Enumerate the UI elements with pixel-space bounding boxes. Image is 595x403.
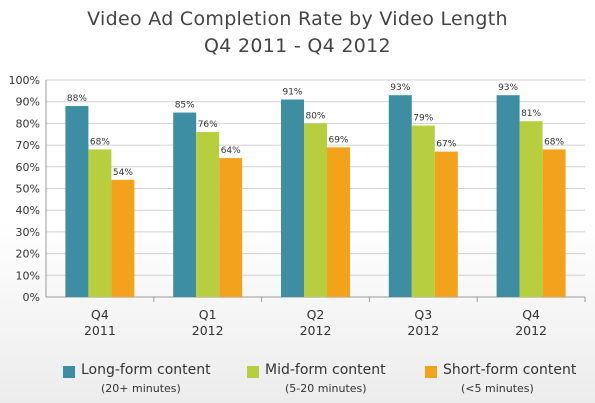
data-label: 81% xyxy=(521,109,541,119)
bar xyxy=(111,179,135,297)
bar xyxy=(219,158,243,297)
y-tick-label: 60% xyxy=(16,161,40,174)
legend-note-mid-form: (5-20 minutes) xyxy=(285,382,367,395)
legend-swatch-short-form xyxy=(425,366,437,378)
bar xyxy=(496,95,520,297)
plot-area: 0% 10% 20% 30% 40% 50% 60% 70% 80% 90% 100% 88% 68% 5… xyxy=(9,74,586,338)
bar xyxy=(519,121,543,297)
x-tick-label: Q2 xyxy=(307,307,325,322)
chart-subtitle: Q4 2011 - Q4 2012 xyxy=(204,35,391,57)
legend-swatch-long-form xyxy=(63,366,75,378)
bar xyxy=(88,149,112,297)
data-label: 68% xyxy=(544,137,564,147)
y-tick-label: 20% xyxy=(16,248,40,261)
legend-note-long-form: (20+ minutes) xyxy=(101,382,181,395)
bar xyxy=(434,151,458,297)
data-label: 76% xyxy=(198,120,218,130)
data-label: 93% xyxy=(498,83,518,93)
legend-note-short-form: (<5 minutes) xyxy=(461,382,534,395)
y-tick-label: 90% xyxy=(16,96,40,109)
data-label: 54% xyxy=(113,168,133,178)
y-tick-label: 40% xyxy=(16,204,40,217)
legend-label-long-form: Long-form content xyxy=(81,362,211,378)
x-tick-label: Q1 xyxy=(199,307,217,322)
x-tick-label: 2012 xyxy=(515,323,547,338)
bar xyxy=(304,123,327,298)
y-tick-label: 10% xyxy=(16,269,40,282)
data-label: 80% xyxy=(305,111,325,121)
data-label: 69% xyxy=(328,135,348,145)
data-label: 88% xyxy=(67,94,87,104)
x-tick-label: 2012 xyxy=(407,323,439,338)
x-tick-label: Q4 xyxy=(91,307,109,322)
y-tick-label: 100% xyxy=(9,74,40,87)
data-label: 93% xyxy=(390,83,410,93)
y-tick-label: 70% xyxy=(16,139,40,152)
bar xyxy=(281,99,304,297)
bar xyxy=(327,147,350,297)
legend-label-short-form: Short-form content xyxy=(443,362,577,378)
bar xyxy=(173,112,197,297)
data-label: 79% xyxy=(413,114,433,124)
x-tick-label: 2011 xyxy=(84,323,116,338)
bar xyxy=(388,95,412,297)
bar xyxy=(542,149,566,297)
y-tick-label: 30% xyxy=(16,226,40,239)
data-label: 68% xyxy=(90,137,110,147)
data-label: 85% xyxy=(175,101,195,111)
legend-label-mid-form: Mid-form content xyxy=(265,362,386,378)
x-tick-label: 2012 xyxy=(192,323,224,338)
x-tick-label: 2012 xyxy=(300,323,332,338)
bar xyxy=(196,132,220,297)
y-tick-label: 0% xyxy=(23,291,40,304)
bar xyxy=(65,106,89,297)
x-tick-label: Q3 xyxy=(414,307,432,322)
legend-swatch-mid-form xyxy=(247,366,259,378)
chart-title: Video Ad Completion Rate by Video Length xyxy=(87,8,508,30)
data-label: 91% xyxy=(282,88,302,98)
data-label: 67% xyxy=(436,140,456,150)
y-tick-label: 80% xyxy=(16,117,40,130)
x-tick-label: Q4 xyxy=(522,307,540,322)
bar xyxy=(411,125,435,297)
data-label: 64% xyxy=(221,146,241,156)
legend: Long-form content (20+ minutes) Mid-form… xyxy=(0,360,595,400)
y-tick-label: 50% xyxy=(16,183,40,196)
